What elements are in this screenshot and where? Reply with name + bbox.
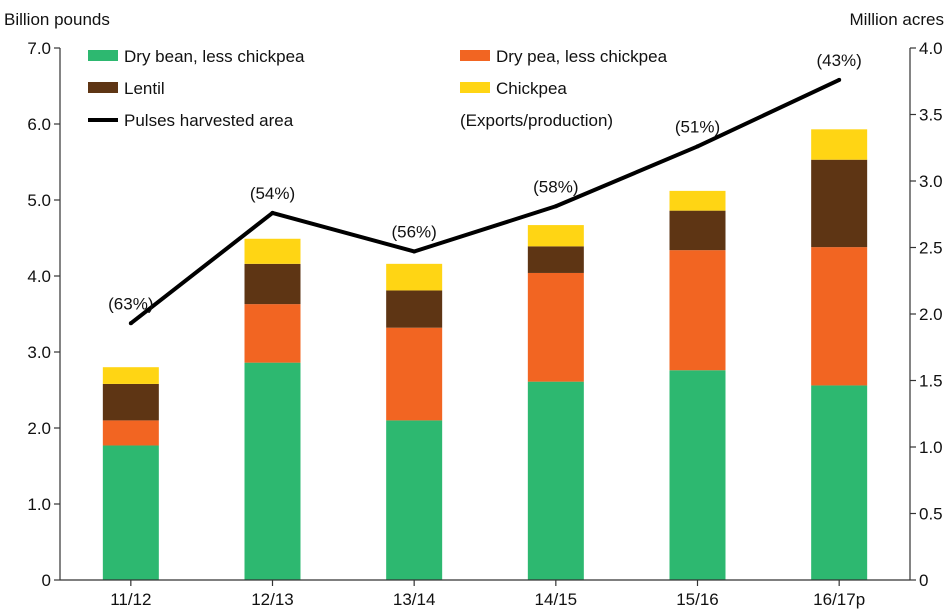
right-tick-label: 4.0	[919, 39, 943, 58]
harvested-area-point	[128, 321, 133, 326]
right-tick-label: 1.0	[919, 438, 943, 457]
bar-segment	[811, 159, 868, 248]
bar-segment	[527, 272, 584, 382]
legend-annotation-note: (Exports/production)	[460, 111, 613, 130]
legend-label: Chickpea	[496, 79, 567, 98]
x-tick-label: 16/17p	[813, 590, 865, 609]
bar-segment	[527, 225, 584, 247]
export-share-label: (43%)	[816, 51, 861, 70]
legend-swatch	[460, 50, 490, 61]
bar-segment	[527, 381, 584, 580]
bar-segment	[102, 445, 159, 580]
annotations-layer: (63%) (54%) (56%) (58%) (51%) (43%)	[108, 51, 862, 313]
right-tick-label: 2.5	[919, 239, 943, 258]
right-tick-label: 2.0	[919, 305, 943, 324]
harvested-area-point	[270, 210, 275, 215]
right-axis-title: Million acres	[850, 10, 944, 29]
bar-segment	[102, 367, 159, 384]
left-tick-label: 1.0	[27, 495, 51, 514]
bar-segment	[811, 385, 868, 580]
right-tick-label: 0	[919, 571, 928, 590]
bar-segment	[669, 190, 726, 211]
bar-segment	[244, 238, 301, 264]
legend: Dry bean, less chickpea Dry pea, less chi…	[88, 47, 668, 130]
bar-segment	[102, 383, 159, 421]
legend-swatch	[88, 82, 118, 93]
export-share-label: (54%)	[250, 184, 295, 203]
export-share-label: (63%)	[108, 294, 153, 313]
right-tick-label: 1.5	[919, 372, 943, 391]
right-tick-label: 0.5	[919, 505, 943, 524]
legend-line-label: Pulses harvested area	[124, 111, 294, 130]
line-layer	[128, 77, 842, 326]
bar-segment	[386, 420, 443, 580]
left-tick-label: 7.0	[27, 39, 51, 58]
right-tick-label: 3.0	[919, 172, 943, 191]
harvested-area-point	[412, 249, 417, 254]
bar-segment	[811, 129, 868, 160]
x-tick-label: 13/14	[393, 590, 436, 609]
left-tick-label: 5.0	[27, 191, 51, 210]
harvested-area-point	[553, 204, 558, 209]
left-tick-label: 3.0	[27, 343, 51, 362]
bar-segment	[669, 370, 726, 580]
harvested-area-point	[695, 144, 700, 149]
bar-segment	[102, 420, 159, 446]
legend-label: Dry bean, less chickpea	[124, 47, 305, 66]
right-tick-label: 3.5	[919, 106, 943, 125]
bars-layer	[102, 129, 868, 580]
bar-segment	[244, 362, 301, 580]
x-tick-label: 14/15	[535, 590, 578, 609]
bar-segment	[386, 327, 443, 421]
export-share-label: (56%)	[391, 222, 436, 241]
bar-segment	[244, 263, 301, 305]
bar-segment	[386, 290, 443, 328]
legend-swatch	[88, 50, 118, 61]
x-tick-label: 15/16	[676, 590, 719, 609]
left-tick-label: 6.0	[27, 115, 51, 134]
bar-segment	[811, 247, 868, 386]
left-tick-label: 2.0	[27, 419, 51, 438]
export-share-label: (58%)	[533, 177, 578, 196]
left-axis-title: Billion pounds	[4, 10, 110, 29]
harvested-area-line	[129, 78, 841, 325]
bar-segment	[669, 250, 726, 371]
legend-swatch	[460, 82, 490, 93]
x-tick-label: 12/13	[251, 590, 294, 609]
x-tick-label: 11/12	[110, 590, 151, 609]
bar-segment	[527, 246, 584, 273]
bar-segment	[386, 263, 443, 291]
export-share-label: (51%)	[675, 117, 720, 136]
axes-layer: 0 1.0 2.0 3.0 4.0 5.0 6.0 7.0 0 0.5 1.0 1.5 2.0 2.5 3.…	[27, 39, 942, 609]
harvested-area-point	[837, 77, 842, 82]
left-tick-label: 0	[42, 571, 51, 590]
left-tick-label: 4.0	[27, 267, 51, 286]
legend-label: Dry pea, less chickpea	[496, 47, 668, 66]
legend-label: Lentil	[124, 79, 165, 98]
bar-segment	[669, 210, 726, 251]
bar-segment	[244, 304, 301, 363]
